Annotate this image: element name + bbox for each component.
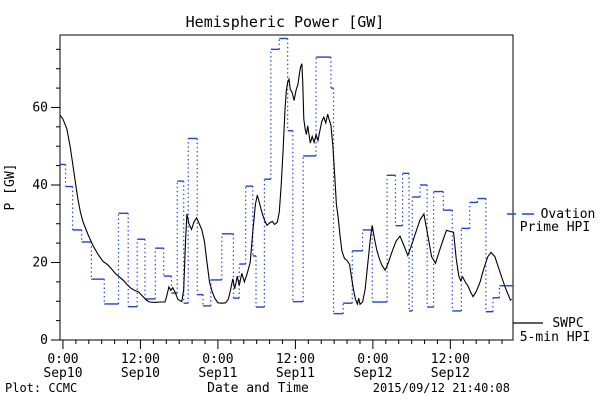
legend-swpc: SWPC 5-min HPI	[520, 316, 590, 345]
y-axis-title: P [GW]	[3, 164, 18, 211]
chart-title: Hemispheric Power [GW]	[186, 13, 385, 31]
plot-area: 0:00Sep1012:00Sep100:00Sep1112:00Sep110:…	[32, 34, 543, 381]
legend-ovation-label-line1: Ovation	[541, 207, 596, 222]
x-tick-label-time: 12:00	[276, 352, 315, 367]
legend-swpc-label-line1: SWPC	[552, 316, 583, 331]
x-tick-label-time: 12:00	[431, 352, 470, 367]
x-tick-label-date: Sep10	[121, 366, 160, 381]
legend-ovation: Ovation Prime HPI	[520, 207, 596, 235]
x-tick-label-date: Sep10	[43, 366, 82, 381]
y-tick-label: 40	[32, 178, 48, 193]
x-tick-label-date: Sep12	[431, 366, 470, 381]
swpc-series-line	[59, 63, 512, 306]
x-tick-label-time: 0:00	[47, 352, 78, 367]
x-tick-label-date: Sep12	[353, 366, 392, 381]
plot-frame	[59, 34, 514, 341]
x-tick-label-date: Sep11	[198, 366, 237, 381]
y-tick-label: 60	[32, 100, 48, 115]
x-axis-title: Date and Time	[207, 381, 309, 396]
x-tick-label-time: 0:00	[357, 352, 388, 367]
x-tick-label-date: Sep11	[276, 366, 315, 381]
legend-swpc-label-line2: 5-min HPI	[520, 330, 590, 345]
y-tick-label: 0	[40, 333, 48, 348]
x-tick-label-time: 12:00	[121, 352, 160, 367]
footer-plot-source: Plot: CCMC	[5, 381, 77, 395]
footer-timestamp: 2015/09/12 21:40:08	[373, 381, 510, 395]
x-tick-label-time: 0:00	[202, 352, 233, 367]
y-tick-label: 20	[32, 255, 48, 270]
legend-ovation-label-line2: Prime HPI	[520, 220, 590, 235]
